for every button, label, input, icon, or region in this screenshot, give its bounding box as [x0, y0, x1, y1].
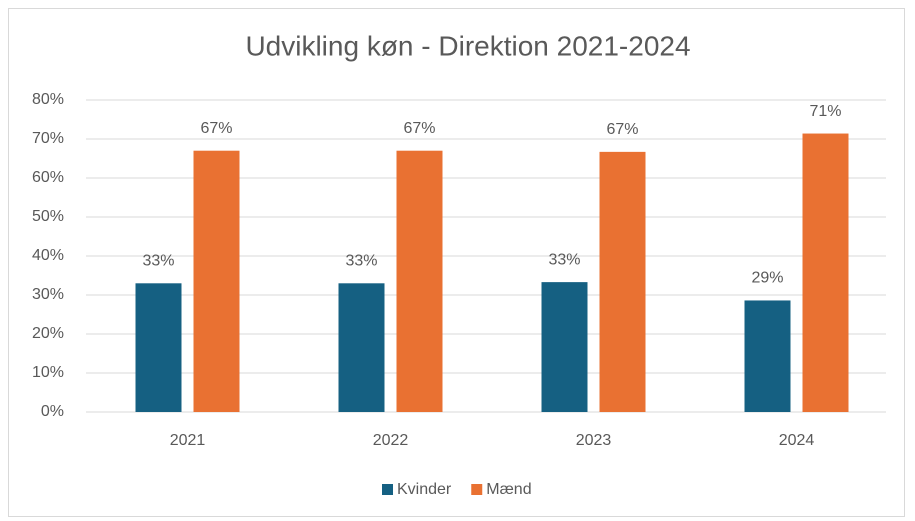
y-tick-label: 10% — [32, 364, 64, 381]
data-label: 29% — [751, 270, 783, 287]
data-label: 33% — [548, 251, 580, 268]
bar — [541, 282, 588, 412]
data-label: 67% — [200, 120, 232, 137]
chart-frame — [8, 8, 905, 517]
bar — [396, 150, 443, 412]
data-label: 33% — [142, 253, 174, 270]
y-tick-label: 40% — [32, 247, 64, 264]
bar — [599, 151, 646, 412]
y-tick-label: 20% — [32, 325, 64, 342]
y-tick-label: 30% — [32, 286, 64, 303]
legend-label: Mænd — [486, 481, 531, 498]
data-label: 71% — [809, 103, 841, 120]
legend-label: Kvinder — [397, 481, 452, 498]
y-tick-label: 60% — [32, 169, 64, 186]
y-tick-label: 70% — [32, 130, 64, 147]
x-tick-label: 2021 — [170, 432, 206, 449]
chart-title: Udvikling køn - Direktion 2021-2024 — [245, 30, 690, 61]
data-label: 67% — [606, 121, 638, 138]
legend-swatch — [382, 484, 393, 495]
bar — [338, 283, 385, 412]
data-label: 67% — [403, 120, 435, 137]
data-label: 33% — [345, 253, 377, 270]
bar — [744, 300, 791, 412]
x-tick-label: 2023 — [576, 432, 612, 449]
y-tick-label: 80% — [32, 91, 64, 108]
y-tick-label: 50% — [32, 208, 64, 225]
legend-swatch — [471, 484, 483, 495]
bar — [193, 150, 240, 412]
bar — [802, 133, 849, 413]
bar — [135, 283, 182, 412]
x-tick-label: 2022 — [373, 432, 409, 449]
x-tick-label: 2024 — [779, 432, 815, 449]
y-tick-label: 0% — [41, 403, 64, 420]
